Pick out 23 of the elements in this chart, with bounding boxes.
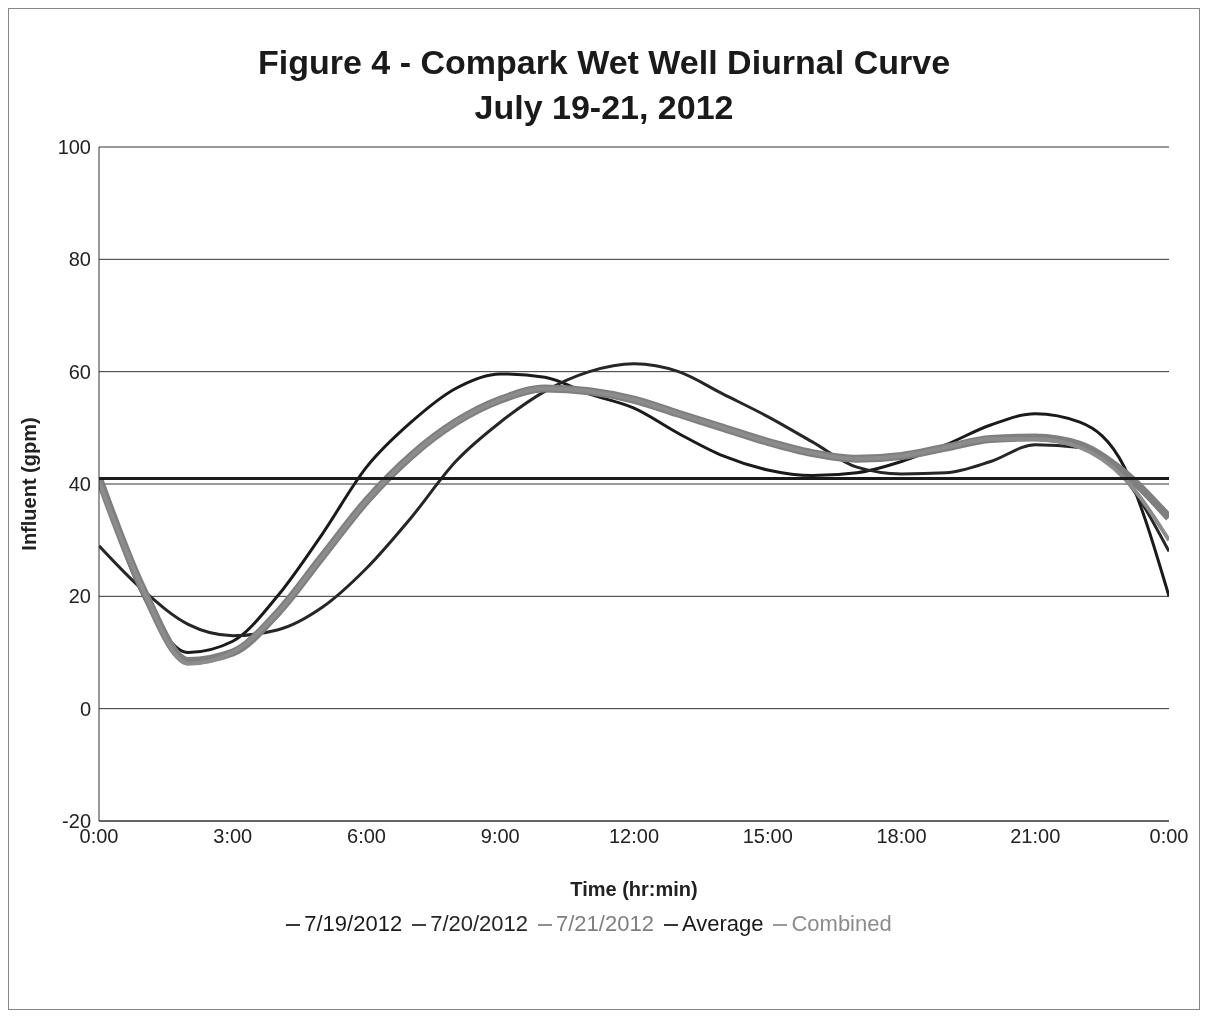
x-tick-label: 21:00 <box>1010 825 1061 848</box>
y-tick-label: 60 <box>68 360 91 383</box>
x-axis-title: Time (hr:min) <box>570 878 698 900</box>
legend-label: 7/20/2012 <box>430 911 529 936</box>
legend-label: Average <box>681 911 764 936</box>
y-axis-title: Influent (gpm) <box>18 417 41 551</box>
x-tick-label: 0:00 <box>1149 825 1189 848</box>
x-tick-label: 9:00 <box>480 825 520 848</box>
legend-label: 7/19/2012 <box>304 911 403 936</box>
chart-subtitle: July 19-21, 2012 <box>473 88 735 127</box>
x-tick-label: 6:00 <box>347 825 386 848</box>
y-tick-label: 100 <box>57 136 91 159</box>
x-tick-label: 3:00 <box>213 825 253 848</box>
x-tick-label: 12:00 <box>608 825 660 848</box>
y-tick-label: 20 <box>68 585 91 608</box>
y-tick-label: 0 <box>79 697 91 720</box>
legend-label: Combined <box>791 911 892 936</box>
chart-title: Figure 4 - Compark Wet Well Diurnal Curve <box>256 43 952 82</box>
x-tick-label: 18:00 <box>876 825 927 848</box>
legend-label: 7/21/2012 <box>556 911 654 936</box>
x-tick-label: 15:00 <box>742 825 793 848</box>
y-tick-label: 80 <box>68 248 91 271</box>
y-tick-label: 40 <box>68 473 91 496</box>
